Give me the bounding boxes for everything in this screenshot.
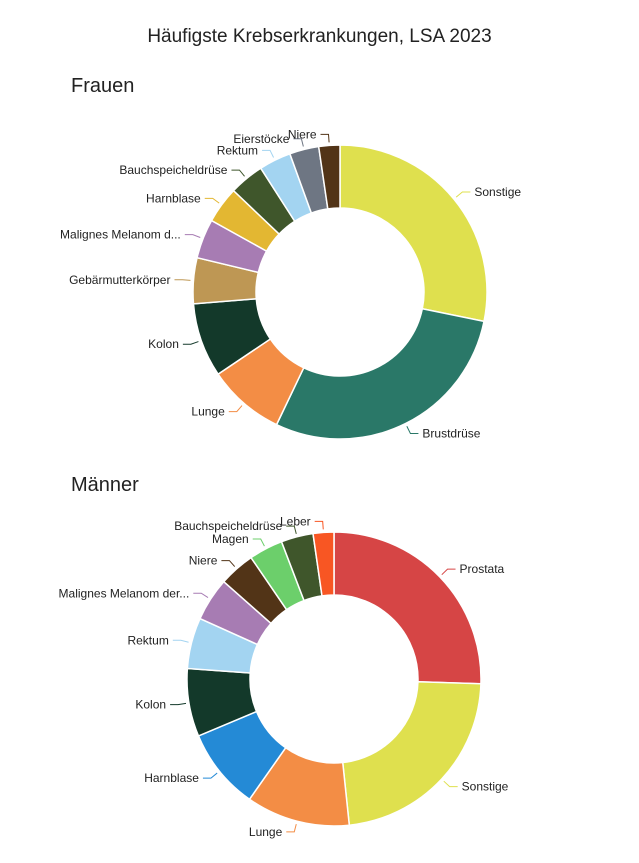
slice-label-kolon: Kolon bbox=[135, 698, 166, 712]
leader-line-niere bbox=[320, 133, 330, 143]
subtitle-maenner: Männer bbox=[71, 474, 139, 496]
slice-label-eierstoecke: Eierstöcke bbox=[233, 132, 289, 146]
slice-label-harnblase: Harnblase bbox=[146, 191, 201, 205]
leader-line-prostata bbox=[441, 568, 456, 576]
donut-chart-frauen: Sonstige Brustdrüse Lunge Kolon Gebärmutterk… bbox=[60, 127, 521, 440]
leader-line-malignes-melanom-der bbox=[193, 592, 209, 599]
slice-label-lunge: Lunge bbox=[191, 405, 225, 419]
leader-line-kolon bbox=[182, 341, 199, 345]
leader-line-magen bbox=[252, 538, 265, 547]
leader-line-niere bbox=[221, 560, 236, 567]
leader-line-rektum bbox=[262, 149, 275, 158]
leader-line-eierstoecke bbox=[293, 138, 304, 147]
slice-label-leber: Leber bbox=[280, 514, 311, 528]
slice-leber[interactable] bbox=[312, 531, 335, 597]
leader-line-lunge bbox=[286, 824, 297, 833]
slice-label-kolon: Kolon bbox=[148, 337, 179, 351]
leader-line-sonstige bbox=[455, 191, 471, 198]
slice-label-brustdruese: Brustdrüse bbox=[422, 426, 480, 440]
leader-line-kolon bbox=[170, 702, 187, 706]
slice-prostata[interactable] bbox=[333, 531, 482, 685]
slice-label-harnblase: Harnblase bbox=[144, 771, 199, 785]
slice-label-sonstige: Sonstige bbox=[474, 185, 521, 199]
leader-line-harnblase bbox=[202, 772, 218, 779]
leader-line-rektum bbox=[172, 639, 189, 643]
slice-label-rektum: Rektum bbox=[127, 633, 168, 647]
slice-sonstige[interactable] bbox=[339, 144, 488, 323]
slice-label-rektum: Rektum bbox=[217, 143, 258, 157]
slice-label-magen: Magen bbox=[212, 532, 249, 546]
slice-niere[interactable] bbox=[317, 144, 341, 210]
slice-label-niere: Niere bbox=[288, 127, 317, 141]
donut-chart-maenner: Prostata Sonstige Lunge Harnblase Kolon Rektu… bbox=[59, 514, 509, 839]
slice-label-malignes-melanom-d: Malignes Melanom d... bbox=[60, 228, 181, 242]
leader-line-bauchspeicheldruese bbox=[286, 525, 297, 534]
slice-sonstige[interactable] bbox=[341, 680, 482, 827]
slice-label-niere: Niere bbox=[189, 554, 218, 568]
slice-label-malignes-melanom-der: Malignes Melanom der... bbox=[59, 586, 190, 600]
leader-line-malignes-melanom-d bbox=[184, 234, 201, 238]
slice-label-prostata: Prostata bbox=[460, 562, 505, 576]
slice-label-lunge: Lunge bbox=[249, 825, 283, 839]
leader-line-brustdruese bbox=[406, 426, 419, 434]
leader-line-leber bbox=[314, 520, 324, 530]
slice-label-bauchspeicheldruese: Bauchspeicheldrüse bbox=[174, 519, 282, 533]
leader-line-gebaermutterkoerper bbox=[174, 279, 191, 281]
slice-label-gebaermutterkoerper: Gebärmutterkörper bbox=[69, 273, 170, 287]
slice-label-bauchspeicheldruese: Bauchspeicheldrüse bbox=[119, 163, 227, 177]
chart-title: Häufigste Krebserkrankungen, LSA 2023 bbox=[147, 26, 492, 47]
subtitle-frauen: Frauen bbox=[71, 75, 135, 97]
leader-line-harnblase bbox=[204, 197, 220, 204]
leader-line-lunge bbox=[228, 405, 243, 413]
slice-label-sonstige: Sonstige bbox=[462, 780, 509, 794]
leader-line-sonstige bbox=[443, 780, 458, 788]
leader-line-bauchspeicheldruese bbox=[231, 169, 245, 177]
slice-brustdruese[interactable] bbox=[275, 307, 485, 440]
